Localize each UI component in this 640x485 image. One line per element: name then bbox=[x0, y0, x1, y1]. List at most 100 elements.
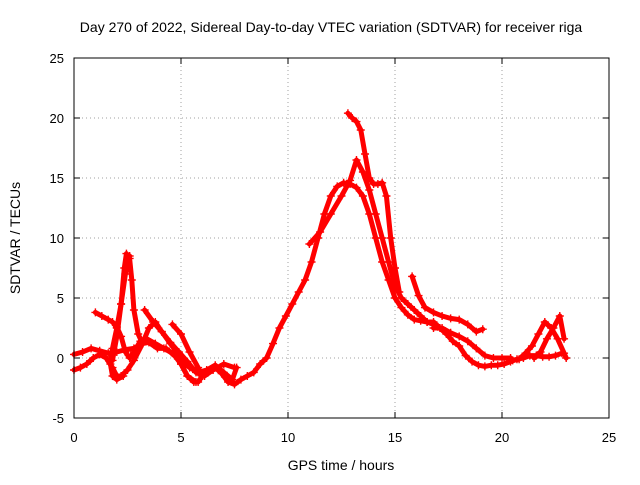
data-point bbox=[87, 344, 96, 353]
data-point bbox=[185, 348, 194, 356]
data-point bbox=[403, 310, 412, 319]
data-point bbox=[177, 330, 185, 338]
data-point bbox=[521, 349, 530, 358]
data-point bbox=[138, 339, 147, 348]
data-point bbox=[540, 318, 549, 326]
data-point bbox=[448, 337, 457, 346]
data-point bbox=[140, 306, 149, 314]
data-point bbox=[281, 312, 290, 320]
data-point bbox=[371, 210, 380, 218]
y-tick-label: 15 bbox=[50, 171, 64, 186]
data-point bbox=[382, 192, 391, 200]
data-point bbox=[159, 344, 168, 353]
data-point bbox=[97, 312, 106, 320]
data-point bbox=[438, 312, 447, 320]
data-point bbox=[358, 168, 367, 176]
series-line bbox=[510, 319, 569, 363]
data-point bbox=[410, 306, 419, 314]
y-tick-label: 0 bbox=[57, 351, 64, 366]
data-point bbox=[352, 156, 361, 164]
data-point bbox=[410, 315, 419, 324]
data-point bbox=[555, 312, 564, 320]
series-line bbox=[142, 307, 199, 385]
data-point bbox=[301, 276, 310, 284]
y-tick-label: -5 bbox=[52, 411, 64, 426]
data-point bbox=[236, 375, 245, 384]
data-point bbox=[125, 354, 134, 362]
data-point bbox=[157, 327, 166, 336]
series-track-11 bbox=[429, 324, 515, 362]
data-point bbox=[219, 360, 228, 368]
data-point bbox=[463, 320, 472, 329]
data-point bbox=[117, 300, 126, 308]
y-tick-label: 25 bbox=[50, 51, 64, 66]
x-tick-label: 25 bbox=[602, 430, 616, 445]
data-point bbox=[129, 306, 138, 314]
x-tick-label: 10 bbox=[281, 430, 295, 445]
data-point bbox=[395, 288, 404, 296]
data-point bbox=[256, 360, 265, 368]
x-tick-label: 20 bbox=[495, 430, 509, 445]
data-point bbox=[129, 348, 138, 356]
data-point bbox=[542, 334, 551, 343]
data-point bbox=[127, 276, 136, 284]
data-point bbox=[151, 339, 160, 348]
data-point bbox=[269, 339, 278, 348]
data-point bbox=[416, 312, 425, 320]
series-track-5 bbox=[106, 252, 134, 384]
data-point bbox=[446, 314, 455, 323]
data-point bbox=[463, 337, 472, 346]
data-point bbox=[478, 325, 487, 334]
data-point bbox=[224, 378, 233, 386]
data-point bbox=[104, 315, 113, 324]
data-point bbox=[333, 182, 342, 191]
data-point bbox=[129, 356, 138, 365]
data-point bbox=[177, 360, 185, 368]
data-point bbox=[508, 356, 517, 365]
data-point bbox=[183, 372, 192, 380]
data-point bbox=[391, 264, 399, 272]
data-point bbox=[498, 354, 506, 362]
data-point bbox=[378, 178, 387, 187]
data-point bbox=[123, 366, 132, 374]
data-point bbox=[384, 258, 393, 266]
data-point bbox=[352, 117, 361, 126]
data-point bbox=[76, 363, 85, 372]
data-point bbox=[474, 361, 483, 370]
data-point bbox=[446, 328, 455, 337]
data-point bbox=[455, 342, 464, 350]
data-point bbox=[515, 355, 524, 364]
series-track-9 bbox=[343, 109, 404, 296]
data-point bbox=[121, 348, 130, 356]
data-point bbox=[249, 368, 258, 377]
data-point bbox=[468, 357, 477, 366]
data-point bbox=[288, 300, 297, 308]
data-point bbox=[108, 344, 117, 353]
data-point bbox=[305, 240, 314, 248]
data-point bbox=[534, 330, 543, 338]
data-point bbox=[202, 366, 211, 374]
data-point bbox=[378, 234, 387, 242]
data-point bbox=[361, 150, 370, 158]
series-line bbox=[431, 325, 514, 361]
data-point bbox=[307, 258, 316, 266]
data-point bbox=[549, 324, 558, 332]
data-point bbox=[562, 354, 571, 362]
data-point bbox=[108, 372, 117, 380]
data-point bbox=[144, 324, 153, 332]
series-track-6 bbox=[140, 306, 200, 386]
x-axis-title: GPS time / hours bbox=[288, 457, 395, 473]
data-point bbox=[408, 272, 417, 281]
data-point bbox=[527, 342, 536, 350]
data-point bbox=[438, 324, 447, 332]
data-point bbox=[82, 360, 91, 368]
series-track-8 bbox=[305, 156, 442, 331]
data-point bbox=[275, 324, 284, 332]
data-point bbox=[365, 186, 374, 194]
data-point bbox=[455, 315, 464, 324]
series-track-10 bbox=[408, 272, 487, 336]
data-point bbox=[262, 354, 271, 362]
data-point bbox=[397, 294, 406, 302]
plot-area bbox=[70, 109, 571, 389]
